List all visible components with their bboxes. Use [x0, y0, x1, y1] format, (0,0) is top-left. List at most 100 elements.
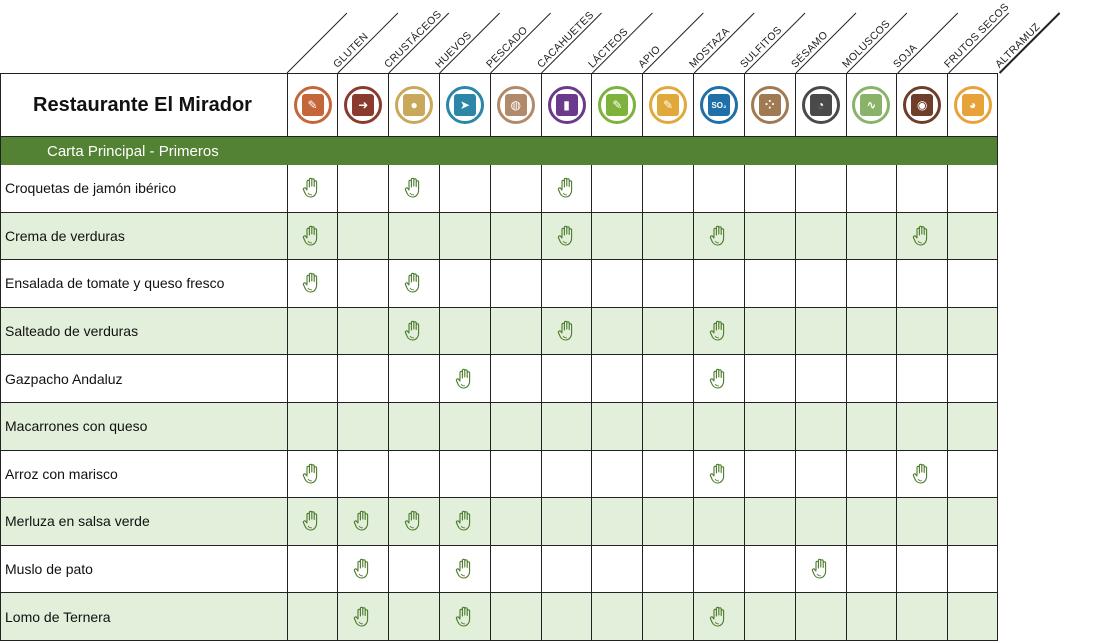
allergen-cell [743, 355, 795, 403]
allergen-cell [439, 403, 490, 451]
header-divider-line [439, 12, 501, 74]
hand-icon [557, 178, 572, 198]
allergen-cell [540, 450, 592, 499]
header-divider-line [948, 12, 1010, 74]
allergen-cell [693, 545, 744, 594]
allergen-cell [947, 212, 998, 261]
allergen-cell [489, 593, 541, 641]
allergen-cell [794, 165, 846, 213]
header-divider-line [388, 12, 450, 74]
allergen-cell [540, 593, 592, 641]
hand-icon [303, 178, 318, 198]
allergen-cell [947, 593, 998, 641]
allergen-cell [489, 498, 541, 546]
allergen-icon-cell: ➤ [439, 73, 490, 137]
sulphites-icon: SO₂ [700, 86, 739, 124]
hand-icon [913, 225, 928, 246]
allergen-cell [794, 545, 846, 594]
allergen-cell [388, 355, 440, 403]
allergen-cell [540, 545, 592, 594]
allergen-cell [693, 165, 744, 213]
allergen-cell [845, 498, 897, 546]
allergen-cell [337, 355, 389, 403]
table-row: Ensalada de tomate y queso fresco [0, 260, 998, 308]
allergen-cell [845, 355, 897, 403]
allergen-cell [286, 593, 338, 641]
allergen-icon-cell: ✎ [642, 73, 694, 137]
table-row: Merluza en salsa verde [0, 498, 998, 546]
allergen-cell [693, 593, 744, 641]
allergen-cell [947, 307, 998, 356]
allergen-cell [439, 212, 490, 261]
dish-name: Crema de verduras [0, 212, 287, 261]
header-diagonal-lines [286, 12, 1061, 74]
header-divider-line [693, 12, 755, 74]
table-row: Salteado de verduras [0, 307, 998, 356]
allergen-cell [794, 260, 846, 308]
allergen-icon-cell: ◔ [794, 73, 846, 137]
allergen-cell [439, 450, 490, 499]
allergen-cell [388, 593, 440, 641]
allergen-cell [286, 260, 338, 308]
allergen-cell [439, 593, 490, 641]
allergen-cell [845, 165, 897, 213]
allergen-cell [388, 450, 440, 499]
allergen-cell [642, 450, 694, 499]
allergen-cell [743, 307, 795, 356]
allergen-cell [337, 545, 389, 594]
allergen-cell [642, 260, 694, 308]
table-row: Macarrones con queso [0, 403, 998, 451]
allergen-cell [642, 498, 694, 546]
mustard-icon: ✎ [649, 86, 688, 124]
wheat-icon: ✎ [293, 86, 332, 124]
allergen-cell [642, 403, 694, 451]
hand-icon [709, 368, 725, 389]
allergen-cell [591, 260, 643, 308]
allergen-cell [845, 593, 897, 641]
allergen-cell [540, 498, 592, 546]
allergen-cell [337, 593, 389, 641]
allergen-cell [845, 212, 897, 261]
allergen-cell [439, 498, 490, 546]
allergen-cell [388, 260, 440, 308]
allergen-cell [540, 355, 592, 403]
allergen-cell [540, 260, 592, 308]
hand-icon [303, 511, 318, 532]
allergen-cell [489, 355, 541, 403]
header-divider-line [490, 12, 551, 74]
allergen-cell [591, 545, 643, 594]
table-row: Crema de verduras [0, 212, 998, 261]
allergen-cell [439, 165, 490, 213]
allergen-cell [439, 260, 490, 308]
allergen-cell [693, 355, 744, 403]
header-divider-line [795, 12, 857, 74]
allergen-cell [388, 498, 440, 546]
hand-icon [404, 273, 420, 294]
allergen-cell [845, 545, 897, 594]
allergen-cell [743, 165, 795, 213]
allergen-cell [591, 165, 643, 213]
allergen-cell [693, 450, 744, 499]
allergen-cell [642, 307, 694, 356]
hand-icon [557, 225, 572, 246]
allergen-cell [845, 450, 897, 499]
allergen-cell [388, 403, 440, 451]
allergen-cell [337, 450, 389, 499]
allergen-icon-cell: ● [388, 73, 440, 137]
allergen-icon-cell: ◉ [896, 73, 948, 137]
allergen-cell [337, 165, 389, 213]
allergen-cell [489, 165, 541, 213]
header-divider-line [744, 12, 806, 74]
allergen-cell [896, 593, 948, 641]
lupin-icon: ◕ [953, 86, 992, 124]
table-row: Arroz con marisco [0, 450, 998, 499]
dish-name: Gazpacho Andaluz [0, 355, 287, 403]
allergen-cell [642, 355, 694, 403]
allergen-cell [693, 498, 744, 546]
allergen-cell [845, 307, 897, 356]
allergen-cell [794, 498, 846, 546]
section-title: Carta Principal - Primeros [0, 137, 998, 165]
celery-icon: ✎ [598, 86, 637, 124]
allergen-cell [896, 307, 948, 356]
allergen-cell [794, 355, 846, 403]
